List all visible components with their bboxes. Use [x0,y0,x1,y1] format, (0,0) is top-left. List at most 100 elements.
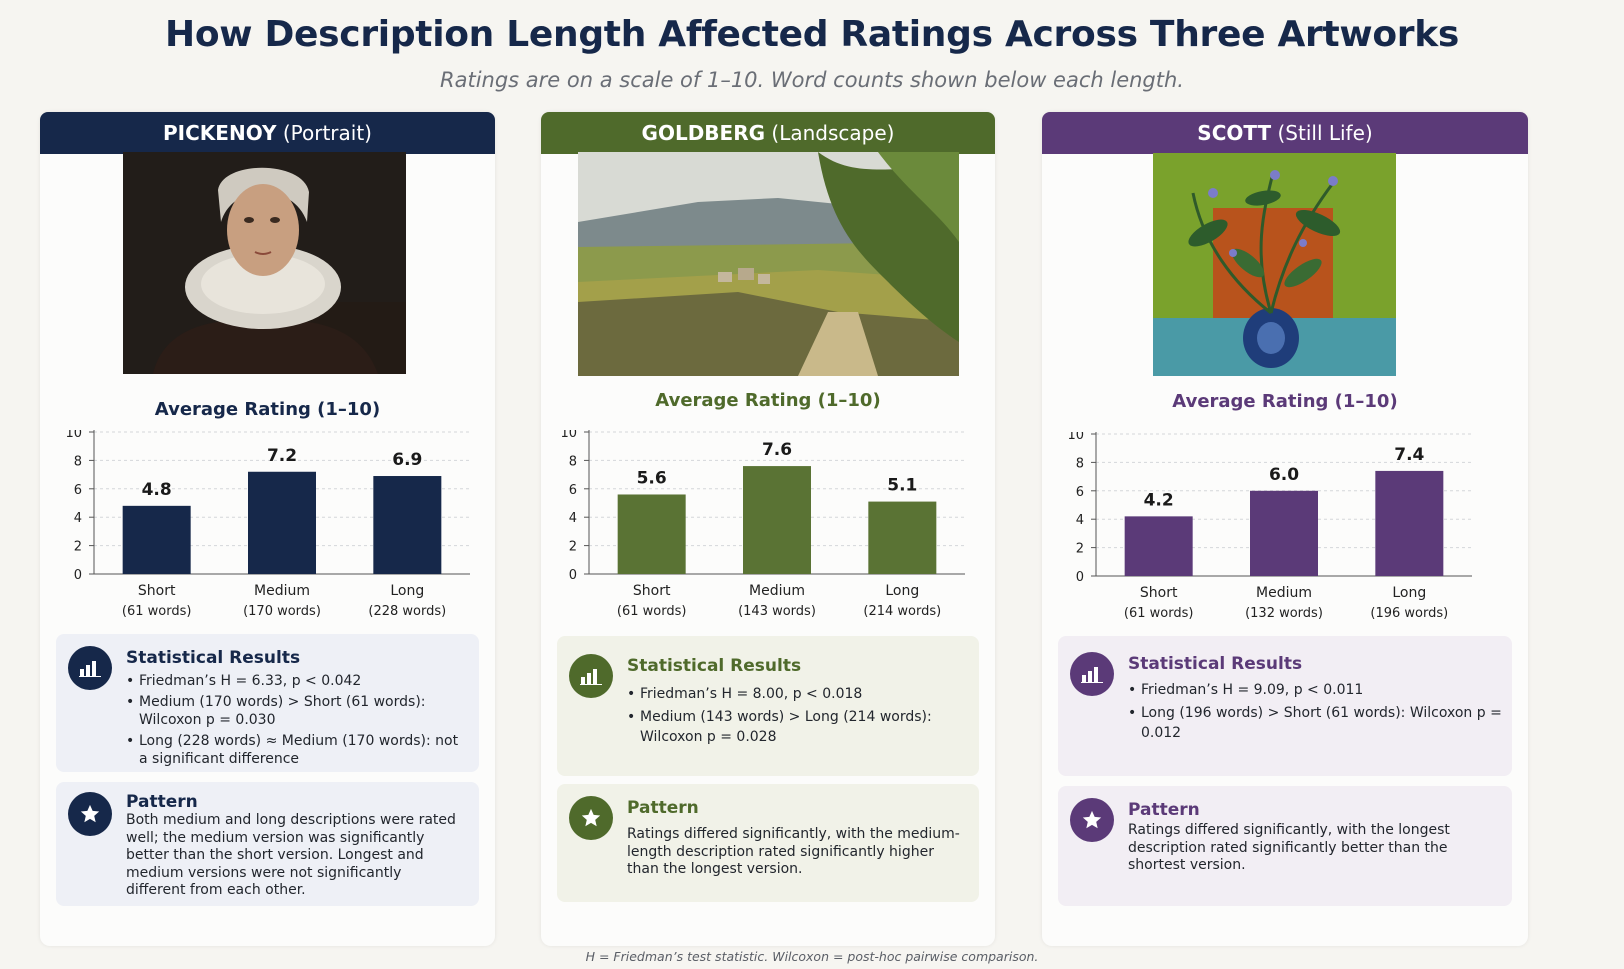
bar-long [373,476,442,574]
page-subtitle: Ratings are on a scale of 1–10. Word cou… [440,68,1184,92]
x-tick-sublabel: (228 words) [368,604,446,619]
stat-item: Medium (170 words) > Short (61 words): W… [126,693,469,729]
panel-header: SCOTT (Still Life) [1042,112,1528,154]
x-tick-sublabel: (61 words) [122,604,192,619]
pattern-box: Pattern Ratings differed significantly, … [557,784,979,902]
bar-chart-scott: 0 2 4 6 8 10 4.2 Short (61 words) 6.0 Medium (132 w… [1067,432,1472,621]
y-tick-label: 2 [1076,542,1084,557]
pattern-text: Ratings differed significantly, with the… [1128,822,1450,873]
pattern-title: Pattern [627,798,699,818]
y-tick-label: 4 [569,511,577,526]
y-tick-label: 10 [65,430,82,441]
panel-goldberg: GOLDBERG (Landscape) Average Rating (1–1… [541,112,995,946]
y-tick-label: 6 [74,483,82,498]
y-tick-label: 4 [74,511,82,526]
x-tick-label: Medium [749,583,805,599]
stats-title: Statistical Results [627,656,802,676]
star-icon [569,796,613,840]
data-label: 7.6 [762,440,792,460]
data-label: 4.2 [1144,490,1174,510]
stat-item: Friedman’s H = 8.00, p < 0.018 [627,684,969,704]
bar-long [1375,470,1444,576]
x-tick-label: Medium [254,583,310,599]
y-tick-label: 8 [74,454,82,469]
bar-short [617,494,686,574]
bar-short [1124,516,1193,576]
stat-item: Friedman’s H = 9.09, p < 0.011 [1128,680,1502,700]
y-tick-label: 6 [1076,485,1084,500]
star-icon [68,792,112,836]
y-tick-label: 10 [1067,432,1084,443]
stat-item: Long (228 words) ≈ Medium (170 words): n… [126,732,469,768]
panel-header: PICKENOY (Portrait) [40,112,495,154]
y-tick-label: 2 [74,540,82,555]
x-tick-sublabel: (170 words) [243,604,321,619]
y-tick-label: 8 [1076,456,1084,471]
artwork-portrait-image [123,152,406,374]
x-tick-label: Long [885,583,919,599]
star-icon [1070,798,1114,842]
artwork-genre: (Landscape) [771,121,895,145]
footnote: H = Friedman’s test statistic. Wilcoxon … [585,949,1039,964]
stat-item: Medium (143 words) > Long (214 words): W… [627,707,969,747]
bar-chart-icon [569,654,613,698]
statistical-results-box: Statistical Results Friedman’s H = 6.33,… [56,634,479,772]
statistical-results-box: Statistical Results Friedman’s H = 9.09,… [1058,636,1512,776]
x-tick-sublabel: (61 words) [1124,606,1194,621]
x-tick-label: Short [1140,585,1178,601]
bar-chart-pickenoy: 0 2 4 6 8 10 4.8 Short (61 words) 7.2 Medium (170 w… [65,430,470,619]
chart-title: Average Rating (1–10) [1172,391,1398,412]
y-tick-label: 8 [569,454,577,469]
bar-long [868,501,937,574]
artwork-landscape-image [578,152,959,376]
pattern-box: Pattern Both medium and long description… [56,782,479,906]
artwork-genre: (Portrait) [282,121,372,145]
data-label: 7.4 [1394,445,1424,465]
statistical-results-box: Statistical Results Friedman’s H = 8.00,… [557,636,979,776]
bar-medium [1250,490,1318,576]
data-label: 5.1 [887,476,917,496]
bar-chart-icon [1070,652,1114,696]
x-tick-label: Long [390,583,424,599]
x-tick-sublabel: (143 words) [738,604,816,619]
bar-medium [248,471,316,574]
y-tick-label: 10 [560,430,577,441]
page-title: How Description Length Affected Ratings … [165,14,1459,55]
chart-title: Average Rating (1–10) [655,390,881,411]
y-tick-label: 4 [1076,513,1084,528]
x-tick-label: Medium [1256,585,1312,601]
artwork-still-life-image [1153,153,1396,376]
x-tick-label: Short [138,583,176,599]
pattern-text: Both medium and long descriptions were r… [126,812,456,898]
artwork-genre: (Still Life) [1277,121,1373,145]
bar-chart-goldberg: 0 2 4 6 8 10 5.6 Short (61 words) 7.6 Medium (143 w… [560,430,965,619]
x-tick-label: Long [1392,585,1426,601]
data-label: 4.8 [142,480,172,500]
panel-pickenoy: PICKENOY (Portrait) Average Rating (1–10… [40,112,495,946]
data-label: 6.0 [1269,465,1299,485]
bar-chart-icon [68,646,112,690]
stat-item: Friedman’s H = 6.33, p < 0.042 [126,672,469,690]
pattern-title: Pattern [126,792,198,812]
pattern-text: Ratings differed significantly, with the… [627,826,960,877]
x-tick-sublabel: (196 words) [1370,606,1448,621]
x-tick-sublabel: (61 words) [617,604,687,619]
chart-title: Average Rating (1–10) [154,399,381,420]
data-label: 7.2 [267,446,297,466]
artist-name: PICKENOY [163,121,277,145]
stat-item: Long (196 words) > Short (61 words): Wil… [1128,703,1502,743]
x-tick-label: Short [633,583,671,599]
y-tick-label: 6 [569,483,577,498]
panel-header: GOLDBERG (Landscape) [541,112,995,154]
pattern-box: Pattern Ratings differed significantly, … [1058,786,1512,906]
panel-scott: SCOTT (Still Life) Average Rating (1–10)… [1042,112,1528,946]
artist-name: SCOTT [1197,121,1272,145]
bar-short [122,505,191,574]
y-tick-label: 0 [74,568,82,583]
stats-title: Statistical Results [126,648,301,668]
y-tick-label: 2 [569,540,577,555]
x-tick-sublabel: (214 words) [863,604,941,619]
y-tick-label: 0 [1076,570,1084,585]
artist-name: GOLDBERG [641,121,766,145]
data-label: 6.9 [392,450,422,470]
